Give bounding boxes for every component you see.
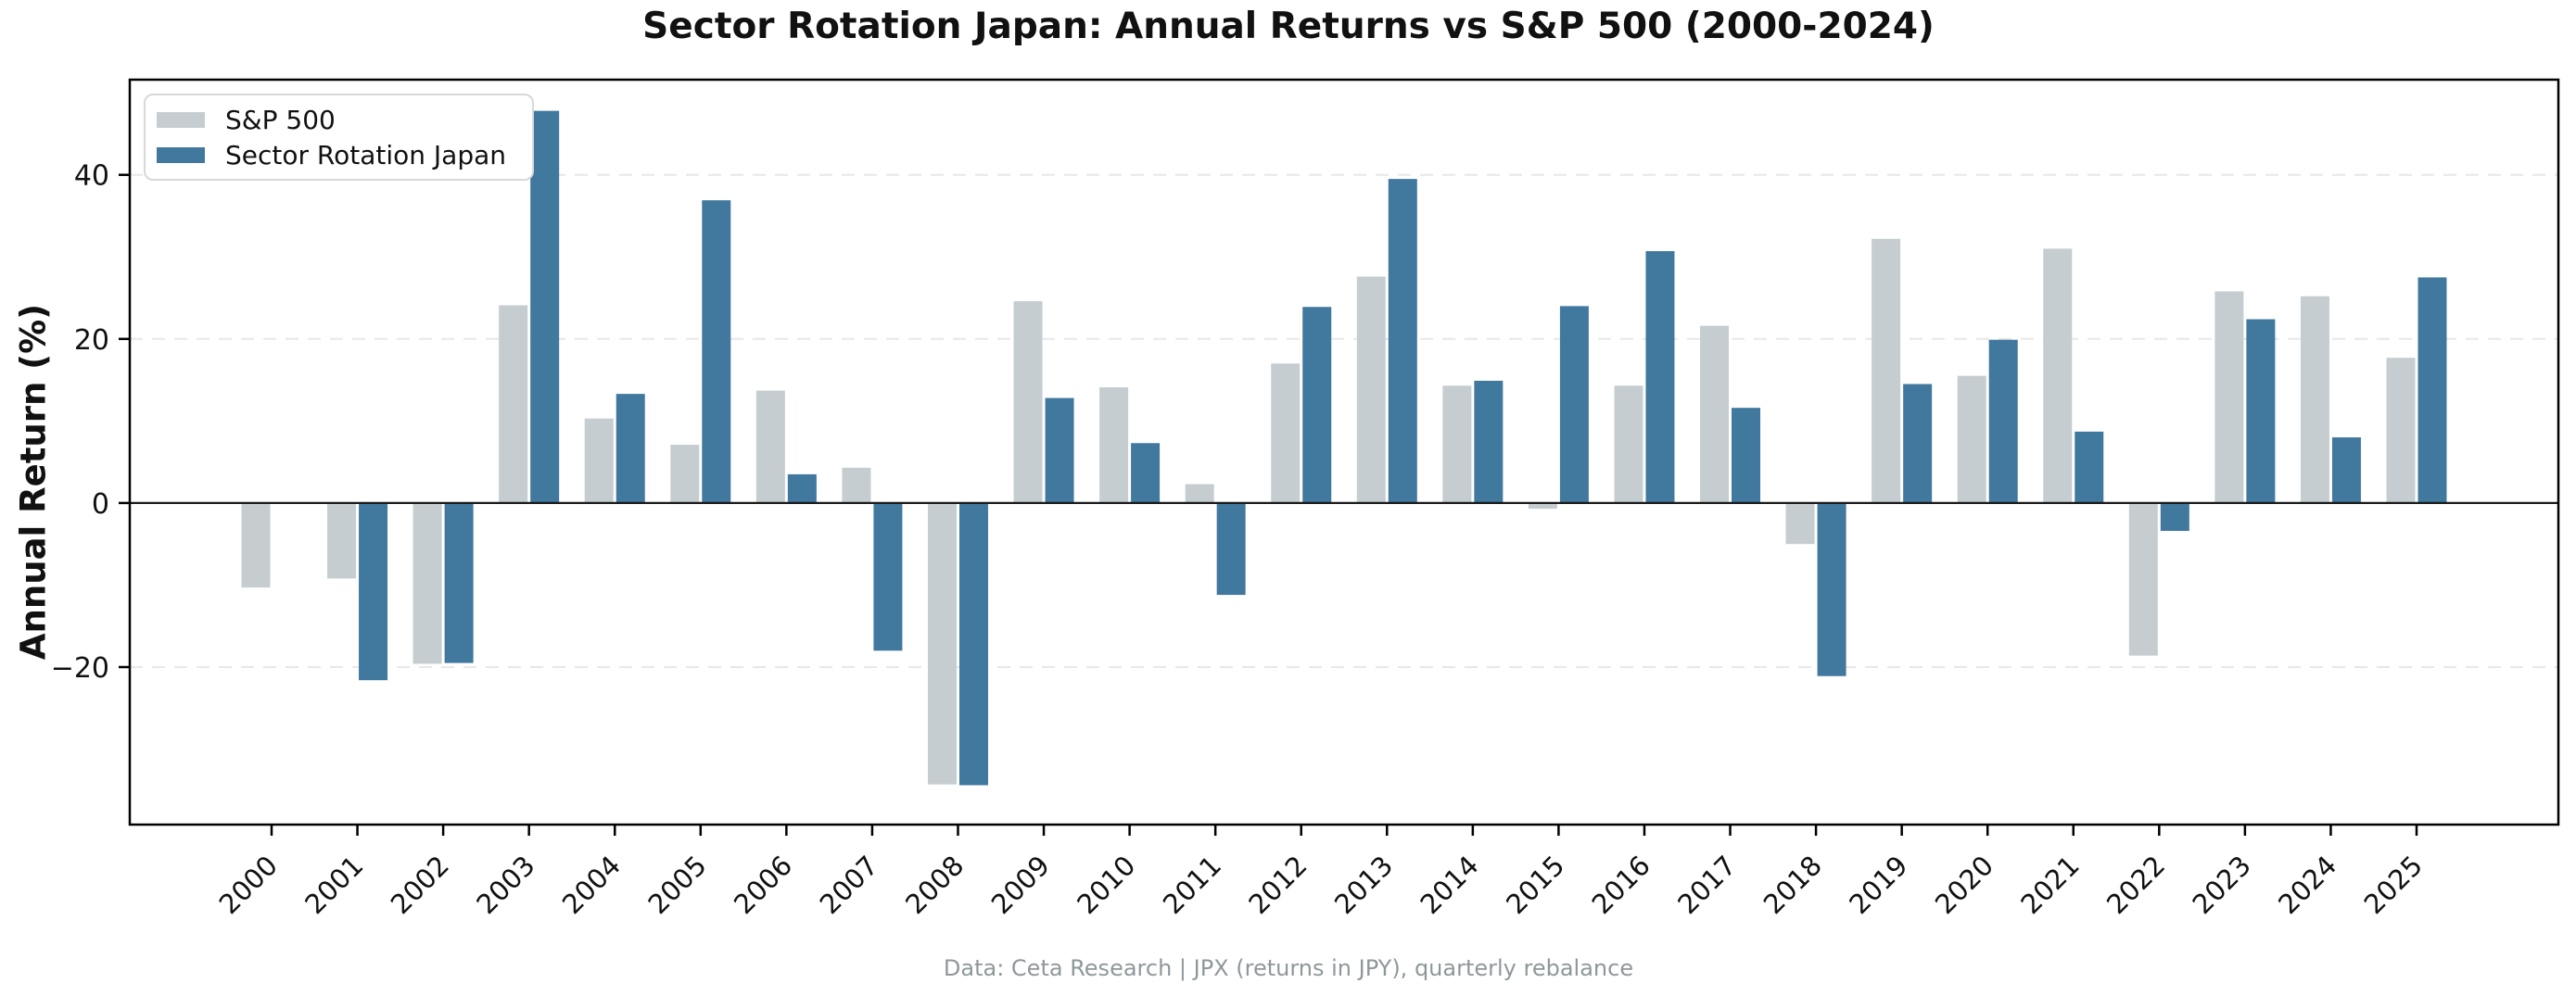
x-tick-label: 2004 bbox=[556, 850, 627, 920]
bar-sector-rotation-japan-2001 bbox=[359, 502, 388, 681]
bar-sector-rotation-japan-2002 bbox=[444, 502, 474, 663]
x-tick-label: 2003 bbox=[470, 850, 540, 920]
bar-sp500-2022 bbox=[2128, 502, 2158, 656]
x-tick-label: 2023 bbox=[2187, 850, 2257, 920]
bar-sector-rotation-japan-2017 bbox=[1732, 408, 1761, 503]
bar-sector-rotation-japan-2025 bbox=[2417, 277, 2447, 503]
x-tick-label: 2007 bbox=[814, 850, 884, 920]
x-tick-label: 2002 bbox=[385, 850, 455, 920]
bar-sector-rotation-japan-2022 bbox=[2160, 502, 2189, 532]
y-tick-label: −20 bbox=[51, 652, 109, 685]
bar-sector-rotation-japan-2012 bbox=[1302, 307, 1332, 503]
bar-sp500-2006 bbox=[755, 390, 785, 503]
x-tick-label: 2008 bbox=[899, 850, 970, 920]
bar-sector-rotation-japan-2010 bbox=[1131, 443, 1161, 503]
bar-sector-rotation-japan-2011 bbox=[1216, 502, 1246, 596]
bar-sector-rotation-japan-2009 bbox=[1045, 397, 1074, 503]
x-tick-label: 2001 bbox=[298, 850, 369, 920]
bar-sector-rotation-japan-2013 bbox=[1388, 179, 1417, 503]
bar-sp500-2001 bbox=[327, 502, 357, 579]
bar-sector-rotation-japan-2023 bbox=[2246, 319, 2276, 503]
bar-sector-rotation-japan-2003 bbox=[530, 110, 560, 503]
bar-sp500-2000 bbox=[241, 502, 271, 588]
bar-sp500-2025 bbox=[2386, 358, 2416, 503]
bar-sp500-2008 bbox=[927, 502, 957, 785]
x-tick-label: 2012 bbox=[1242, 850, 1313, 920]
x-tick-label: 2006 bbox=[728, 850, 798, 920]
x-tick-label: 2025 bbox=[2358, 850, 2429, 920]
bar-sp500-2011 bbox=[1185, 484, 1214, 503]
bar-sp500-2009 bbox=[1013, 301, 1043, 503]
bar-sector-rotation-japan-2016 bbox=[1645, 251, 1675, 503]
chart-title: Sector Rotation Japan: Annual Returns vs… bbox=[642, 6, 1935, 47]
x-tick-label: 2000 bbox=[213, 850, 284, 920]
bar-sector-rotation-japan-2007 bbox=[873, 502, 903, 651]
bar-sp500-2017 bbox=[1700, 325, 1730, 503]
bar-sector-rotation-japan-2019 bbox=[1903, 384, 1933, 503]
bar-sector-rotation-japan-2018 bbox=[1817, 502, 1846, 676]
x-tick-label: 2018 bbox=[1758, 850, 1828, 920]
bar-sector-rotation-japan-2005 bbox=[702, 200, 731, 503]
legend-label-sector-rotation-japan: Sector Rotation Japan bbox=[225, 139, 507, 170]
legend: S&P 500 Sector Rotation Japan bbox=[144, 94, 535, 181]
x-tick-label: 2021 bbox=[2014, 850, 2085, 920]
x-tick-label: 2022 bbox=[2100, 850, 2171, 920]
legend-label-sp500: S&P 500 bbox=[225, 104, 336, 135]
y-tick-label: 20 bbox=[74, 324, 109, 357]
bar-sector-rotation-japan-2020 bbox=[1988, 339, 2018, 503]
bar-sp500-2003 bbox=[499, 305, 528, 503]
bar-sp500-2015 bbox=[1528, 502, 1557, 510]
x-tick-label: 2013 bbox=[1328, 850, 1399, 920]
bar-sp500-2014 bbox=[1442, 385, 1472, 503]
bar-sp500-2012 bbox=[1271, 363, 1301, 503]
footer-caption: Data: Ceta Research | JPX (returns in JP… bbox=[943, 955, 1634, 981]
y-tick-label: 0 bbox=[92, 488, 109, 521]
legend-item-sector-rotation-japan: Sector Rotation Japan bbox=[157, 140, 506, 170]
bar-sp500-2004 bbox=[584, 418, 614, 503]
bar-sp500-2016 bbox=[1614, 385, 1643, 503]
bar-sector-rotation-japan-2006 bbox=[787, 473, 817, 503]
x-tick-label: 2009 bbox=[985, 850, 1056, 920]
bar-sector-rotation-japan-2015 bbox=[1559, 306, 1589, 503]
legend-item-sp500: S&P 500 bbox=[157, 104, 506, 135]
legend-swatch-sp500 bbox=[157, 111, 205, 128]
bar-sp500-2018 bbox=[1785, 502, 1815, 545]
x-tick-label: 2016 bbox=[1586, 850, 1656, 920]
bar-sp500-2002 bbox=[412, 502, 442, 664]
bar-sp500-2007 bbox=[842, 467, 871, 503]
bar-sp500-2020 bbox=[1957, 375, 1986, 503]
bar-sector-rotation-japan-2014 bbox=[1474, 380, 1504, 503]
legend-swatch-sector-rotation-japan bbox=[157, 146, 205, 163]
bar-sp500-2019 bbox=[1872, 238, 1901, 503]
bar-sector-rotation-japan-2008 bbox=[958, 502, 988, 786]
x-tick-label: 2019 bbox=[1843, 850, 1913, 920]
x-tick-label: 2005 bbox=[642, 850, 713, 920]
bar-sector-rotation-japan-2004 bbox=[615, 394, 645, 503]
bar-sp500-2013 bbox=[1356, 276, 1386, 503]
axes-frame bbox=[128, 78, 2560, 826]
bar-sp500-2005 bbox=[670, 445, 700, 503]
bar-sector-rotation-japan-2021 bbox=[2075, 431, 2104, 503]
bar-sp500-2024 bbox=[2300, 296, 2329, 503]
y-tick-label: 40 bbox=[74, 160, 109, 193]
bar-sp500-2023 bbox=[2214, 291, 2244, 503]
x-tick-label: 2010 bbox=[1071, 850, 1141, 920]
x-tick-label: 2017 bbox=[1671, 850, 1742, 920]
bar-sector-rotation-japan-2024 bbox=[2331, 437, 2361, 503]
x-tick-label: 2020 bbox=[1929, 850, 1999, 920]
x-tick-label: 2015 bbox=[1500, 850, 1570, 920]
x-tick-label: 2011 bbox=[1157, 850, 1227, 920]
x-tick-label: 2024 bbox=[2272, 850, 2342, 920]
bar-sp500-2021 bbox=[2043, 248, 2073, 503]
x-tick-label: 2014 bbox=[1415, 850, 1485, 920]
bar-sp500-2010 bbox=[1099, 387, 1129, 503]
